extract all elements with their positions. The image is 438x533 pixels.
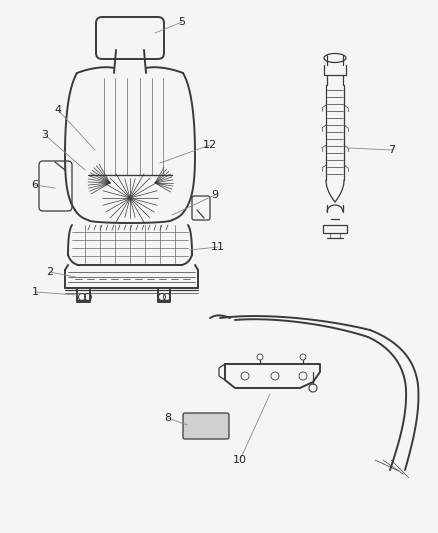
Text: 7: 7 [389, 145, 396, 155]
Text: 9: 9 [212, 190, 219, 200]
Text: 8: 8 [164, 413, 172, 423]
Text: 3: 3 [42, 130, 49, 140]
FancyBboxPatch shape [183, 413, 229, 439]
Text: 2: 2 [46, 267, 53, 277]
Text: 10: 10 [233, 455, 247, 465]
Bar [323, 225, 347, 233]
Text: 1: 1 [32, 287, 39, 297]
Text: 11: 11 [211, 242, 225, 252]
Text: 6: 6 [32, 180, 39, 190]
Text: 5: 5 [179, 17, 186, 27]
Text: 4: 4 [54, 105, 62, 115]
Text: 12: 12 [203, 140, 217, 150]
